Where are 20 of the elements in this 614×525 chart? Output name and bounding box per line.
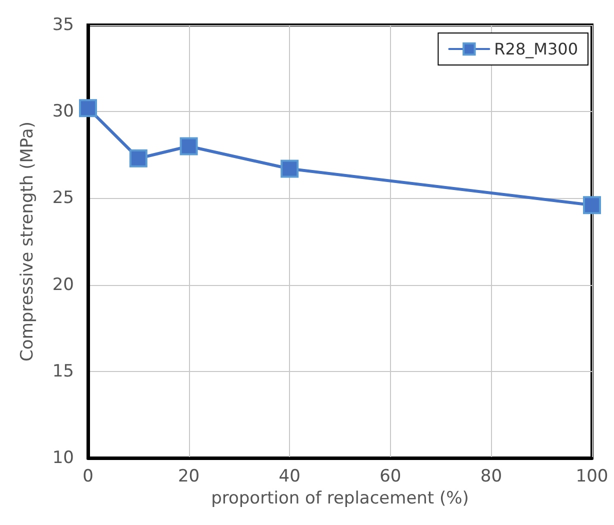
y-tick-label: 25 [52,188,74,208]
y-tick-label: 10 [52,448,74,468]
x-tick-label: 60 [380,466,402,486]
point [280,160,299,178]
x-tick-label: 0 [82,466,94,486]
x-tick-label: 100 [576,466,608,486]
x-tick-label: 80 [480,466,502,486]
point [180,137,198,156]
x-tick-label: 20 [178,466,200,486]
point [583,196,601,214]
y-tick-label: 20 [52,274,74,295]
x-tick-label: 40 [278,466,300,486]
y-tick-label: 35 [52,15,74,35]
x-axis-title: proportion of replacement (%) [211,488,469,508]
y-axis-title: Compressive strength (MPa) [18,122,38,362]
y-tick-label: 30 [52,102,74,122]
point [79,99,97,118]
point [129,149,148,168]
y-tick-label: 15 [52,361,74,382]
legend-label: R28_M300 [494,40,578,58]
